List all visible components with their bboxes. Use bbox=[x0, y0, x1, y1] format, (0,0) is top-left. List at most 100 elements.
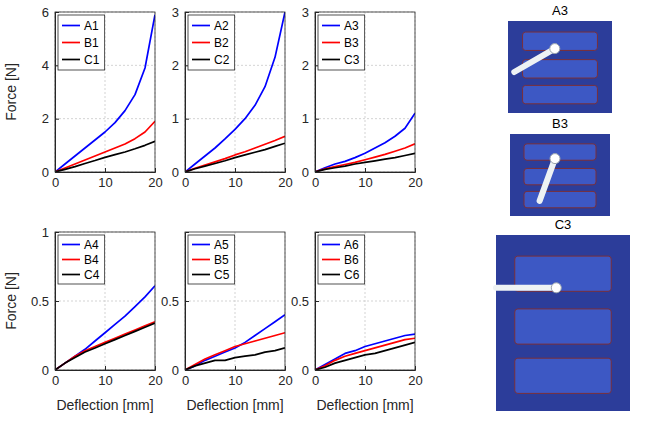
plot-frame bbox=[55, 12, 155, 172]
legend-box bbox=[318, 15, 365, 70]
legend-item: B5 bbox=[192, 253, 229, 267]
series-line bbox=[185, 315, 285, 370]
legend-item: A5 bbox=[192, 238, 229, 252]
photo-pocket bbox=[524, 191, 596, 207]
legend-label: B6 bbox=[344, 253, 359, 267]
tick: 3 bbox=[302, 5, 319, 20]
y-axis-title: Force [N] bbox=[3, 63, 19, 121]
tick-label: 20 bbox=[148, 175, 162, 190]
tick: 10 bbox=[358, 168, 372, 190]
grid bbox=[185, 232, 285, 370]
y-axis: 0123 bbox=[302, 5, 319, 180]
series-line bbox=[185, 348, 285, 370]
tick-label: 0.5 bbox=[31, 294, 49, 309]
legend-swatch bbox=[62, 244, 80, 246]
series-line bbox=[185, 136, 285, 172]
tick: 0 bbox=[42, 165, 59, 180]
photo-pocket bbox=[523, 85, 598, 103]
tick: 20 bbox=[148, 366, 162, 388]
photo-label: A3 bbox=[552, 3, 568, 18]
tick-label: 0 bbox=[42, 165, 49, 180]
photo-tube bbox=[514, 49, 555, 72]
legend-label: A4 bbox=[84, 238, 99, 252]
tick-mark bbox=[235, 366, 236, 370]
tick-label: 10 bbox=[358, 175, 372, 190]
tick-mark bbox=[285, 366, 286, 370]
series-line bbox=[55, 121, 155, 172]
tick-label: 0 bbox=[52, 175, 59, 190]
legend-label: A3 bbox=[344, 19, 359, 33]
legend-item: A4 bbox=[62, 238, 99, 252]
series-group bbox=[185, 315, 285, 370]
photo-background bbox=[496, 235, 630, 411]
tick: 0 bbox=[302, 363, 319, 378]
tick-mark bbox=[185, 301, 189, 302]
series-line bbox=[55, 323, 155, 370]
plot-area bbox=[315, 12, 415, 172]
tick-mark bbox=[55, 119, 59, 120]
series-line bbox=[315, 334, 415, 370]
grid-line-y bbox=[315, 118, 415, 119]
series-line bbox=[315, 153, 415, 172]
legend-label: C6 bbox=[344, 268, 360, 282]
x-axis-title: Deflection [mm] bbox=[186, 397, 283, 413]
tick-mark bbox=[365, 366, 366, 370]
legend-label: A2 bbox=[214, 19, 229, 33]
y-axis: 00.51 bbox=[31, 225, 59, 378]
tick: 20 bbox=[278, 168, 292, 190]
legend-item: A3 bbox=[322, 19, 359, 33]
tick: 0.5 bbox=[31, 294, 59, 309]
plot-area bbox=[55, 12, 155, 172]
axis-line bbox=[186, 168, 286, 173]
legend-swatch bbox=[322, 274, 340, 276]
tick-label: 10 bbox=[228, 373, 242, 388]
x-axis: 01020 bbox=[312, 366, 423, 388]
tick: 2 bbox=[172, 58, 189, 73]
x-axis: 01020 bbox=[182, 168, 293, 190]
panel: 010200123A3B3C3 bbox=[302, 5, 423, 191]
grid bbox=[315, 12, 415, 172]
legend-label: A5 bbox=[214, 238, 229, 252]
grid bbox=[55, 12, 155, 172]
legend-label: C4 bbox=[84, 268, 100, 282]
plot-area bbox=[55, 232, 155, 370]
legend-swatch bbox=[192, 42, 210, 44]
panel: 010200246Force [N]A1B1C1 bbox=[3, 5, 163, 191]
legend-item: B4 bbox=[62, 253, 99, 267]
photo-tube-end bbox=[551, 283, 561, 293]
series-line bbox=[315, 113, 415, 172]
tick: 10 bbox=[228, 366, 242, 388]
x-axis-title: Deflection [mm] bbox=[316, 397, 413, 413]
tick: 10 bbox=[358, 366, 372, 388]
tick-label: 0 bbox=[42, 363, 49, 378]
tick-mark bbox=[235, 168, 236, 172]
legend-swatch bbox=[62, 42, 80, 44]
legend-label: C5 bbox=[214, 268, 230, 282]
plot-frame bbox=[315, 12, 415, 172]
legend-label: B2 bbox=[214, 36, 229, 50]
legend-box bbox=[188, 235, 235, 284]
tick-mark bbox=[315, 370, 319, 371]
legend-swatch bbox=[322, 244, 340, 246]
legend-item: B6 bbox=[322, 253, 359, 267]
tick-label: 3 bbox=[302, 5, 309, 20]
legend-label: B5 bbox=[214, 253, 229, 267]
tick-mark bbox=[55, 370, 59, 371]
tick: 3 bbox=[172, 5, 189, 20]
x-axis: 01020 bbox=[52, 366, 163, 388]
tick-mark bbox=[105, 366, 106, 370]
legend-item: C4 bbox=[62, 268, 100, 282]
tick-label: 20 bbox=[408, 373, 422, 388]
x-axis: 01020 bbox=[52, 168, 163, 190]
tick-label: 2 bbox=[302, 58, 309, 73]
tick-label: 10 bbox=[358, 373, 372, 388]
tick-label: 10 bbox=[228, 175, 242, 190]
tick: 0 bbox=[172, 165, 189, 180]
tick-mark bbox=[315, 12, 319, 13]
tick: 1 bbox=[172, 111, 189, 126]
photo-tube bbox=[496, 285, 556, 291]
series-line bbox=[185, 333, 285, 370]
tick-label: 0 bbox=[172, 165, 179, 180]
tick-label: 1 bbox=[42, 225, 49, 240]
tick-mark bbox=[55, 12, 59, 13]
